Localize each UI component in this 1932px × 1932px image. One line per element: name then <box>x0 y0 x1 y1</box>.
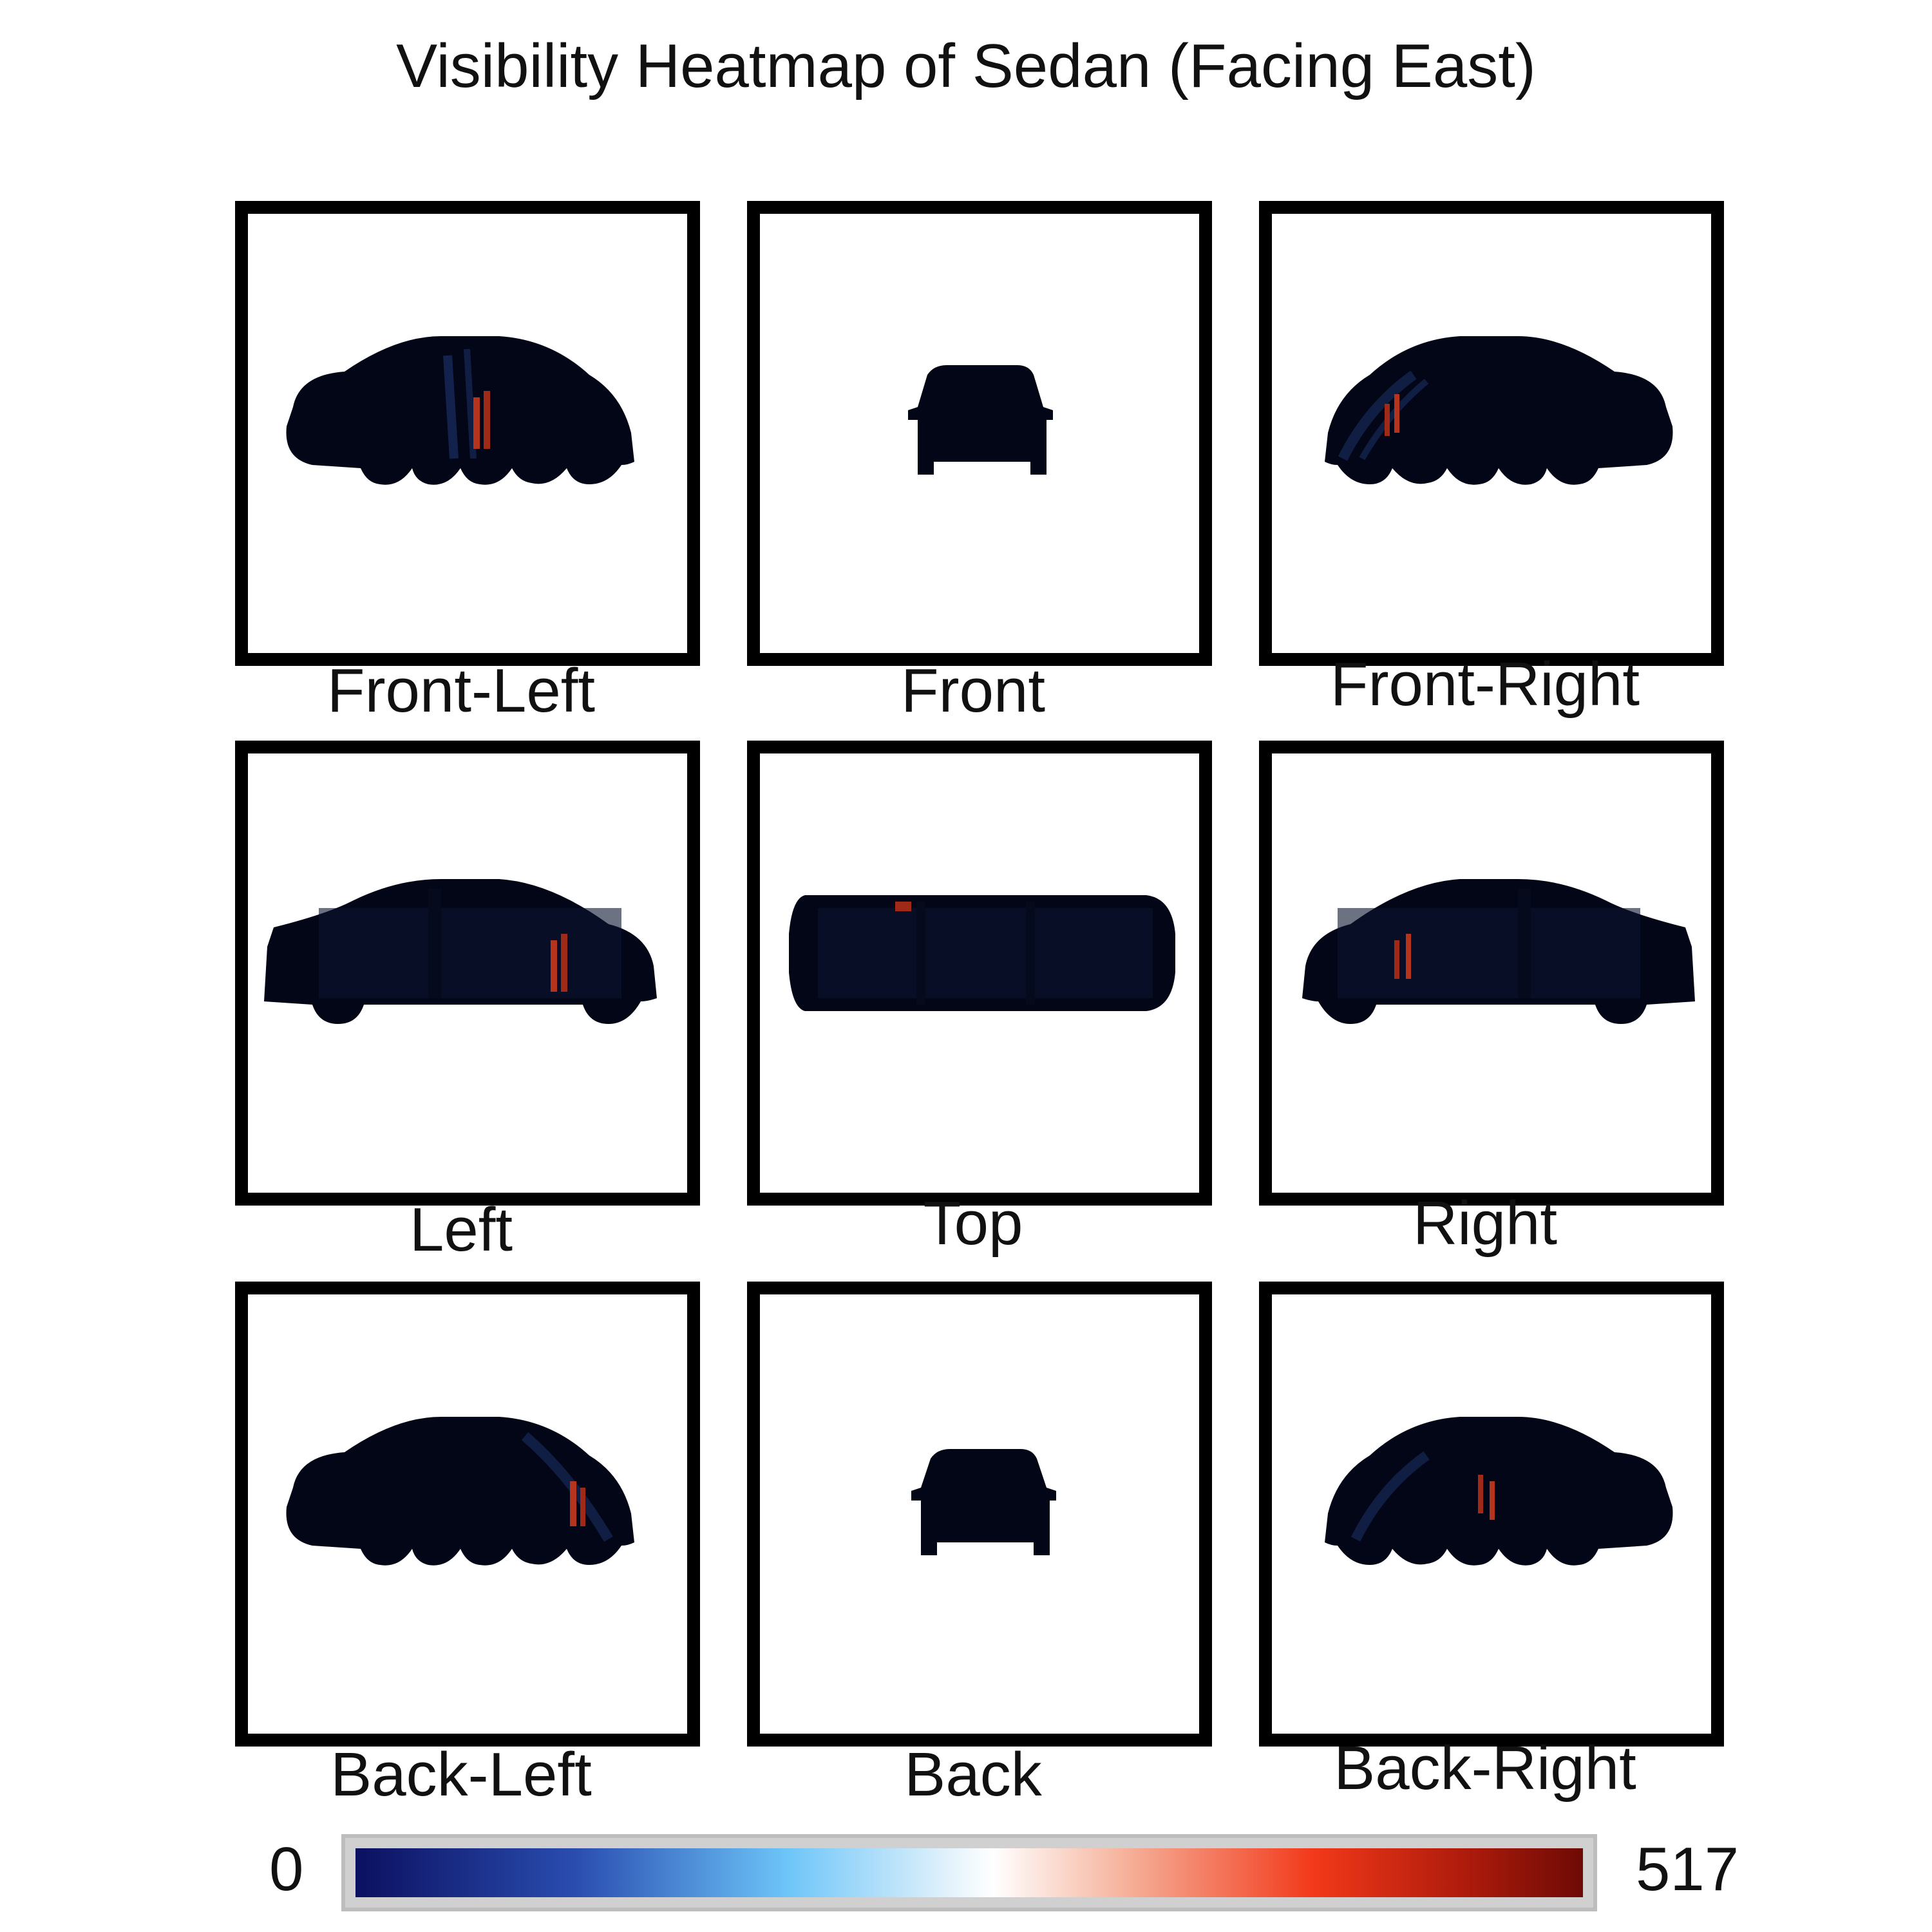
car-side-view <box>1325 1417 1673 1566</box>
colorbar-max-label: 517 <box>1636 1835 1739 1904</box>
colorbar-gradient <box>355 1848 1583 1897</box>
view-label-front-left: Front-Left <box>327 656 596 725</box>
panel-front-right <box>1259 201 1724 666</box>
car-side-view <box>264 879 657 1024</box>
view-label-left: Left <box>409 1195 513 1264</box>
panel-back <box>747 1282 1212 1747</box>
view-label-back-left: Back-Left <box>330 1740 592 1809</box>
view-label-back: Back <box>904 1740 1042 1809</box>
colorbar <box>341 1834 1597 1911</box>
panel-back-right <box>1259 1282 1724 1747</box>
view-label-front-right: Front-Right <box>1330 650 1640 719</box>
panel-left <box>235 741 700 1206</box>
panel-right <box>1259 741 1724 1206</box>
car-top-view <box>789 895 1175 1011</box>
panel-top <box>747 741 1212 1206</box>
view-label-right: Right <box>1412 1189 1558 1258</box>
car-side-view <box>286 336 634 485</box>
car-back-view <box>911 1449 1056 1555</box>
panel-front <box>747 201 1212 666</box>
car-side-view <box>1302 879 1695 1024</box>
colorbar-min-label: 0 <box>269 1835 304 1904</box>
panel-front-left <box>235 201 700 666</box>
panel-back-left <box>235 1282 700 1747</box>
view-label-back-right: Back-Right <box>1334 1734 1636 1803</box>
view-label-top: Top <box>923 1189 1023 1258</box>
car-side-view <box>1325 336 1673 485</box>
car-front-view <box>908 365 1053 475</box>
view-label-front: Front <box>900 656 1046 725</box>
chart-title: Visibility Heatmap of Sedan (Facing East… <box>396 32 1536 100</box>
car-side-view <box>286 1417 634 1566</box>
